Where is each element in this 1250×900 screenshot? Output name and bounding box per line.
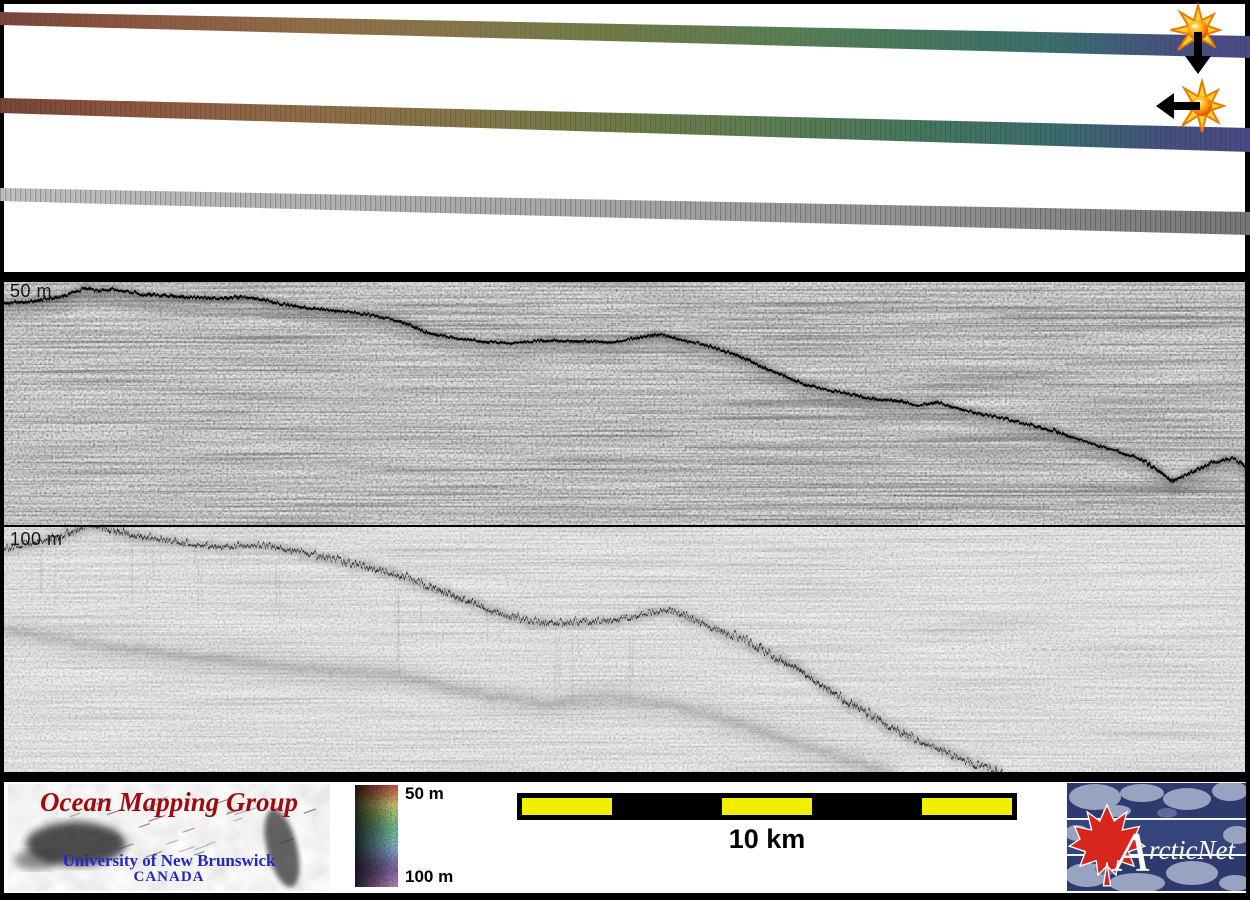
survey-start-starburst-icon [1170, 1, 1223, 74]
scale-bar-label: 10 km [728, 824, 806, 854]
track-direction-arrow-down-icon [1185, 32, 1211, 74]
maple-leaf-icon [1067, 803, 1147, 887]
arcticnet-wordmark: rcticNet [1149, 835, 1236, 865]
swath-map-panel [0, 1, 1250, 272]
scale-bar-segment [722, 798, 812, 815]
legend-bar: Ocean Mapping Group University of New Br… [4, 782, 1246, 893]
arctic-map-landmass [1069, 784, 1121, 810]
scale-bar [517, 793, 1017, 820]
omg-subtitle: University of New Brunswick [62, 851, 276, 870]
arctic-map-landmass [1120, 784, 1164, 802]
backscatter-swath [0, 188, 1250, 235]
scale-bar-segment [522, 798, 612, 815]
arctic-map-landmass [1223, 826, 1246, 844]
profile-panel-50m [4, 282, 1245, 525]
bathymetry-swath-2 [0, 98, 1250, 152]
colorbar-top-label: 50 m [405, 784, 444, 803]
arcticnet-wordmark-initial: A [1111, 822, 1150, 884]
omg-logo-background [8, 784, 330, 891]
arctic-map-landmass [1166, 861, 1218, 885]
omg-title: Ocean Mapping Group [39, 787, 299, 817]
seafloor-trace-profile2 [4, 527, 1002, 772]
survey-start-starburst-icon [1156, 77, 1227, 133]
track-direction-arrow-left-icon [1156, 93, 1200, 119]
arctic-map-landmass [1163, 788, 1211, 810]
scale-bar-segment [922, 798, 1012, 815]
omg-country: CANADA [133, 869, 205, 885]
seafloor-trace-profile1 [4, 282, 1245, 497]
profile-panel-100m [4, 527, 1245, 772]
subbottom-profiles-panel [0, 272, 1250, 782]
ocean-mapping-group-logo: Ocean Mapping Group University of New Br… [8, 784, 330, 891]
arctic-map-landmass [1212, 783, 1246, 801]
omg-sonar-shadow-right [264, 809, 300, 887]
arctic-map-landmass [1219, 875, 1246, 891]
colorbar-bottom-label: 100 m [405, 867, 454, 886]
depth-label-profile1: 50 m [10, 281, 53, 301]
depth-colorbar [355, 785, 398, 892]
arctic-map-landmass [1109, 873, 1165, 891]
depth-label-profile2: 100 m [10, 529, 63, 549]
bathymetry-swath-1 [0, 12, 1250, 58]
panel-divider-line [4, 525, 1245, 527]
